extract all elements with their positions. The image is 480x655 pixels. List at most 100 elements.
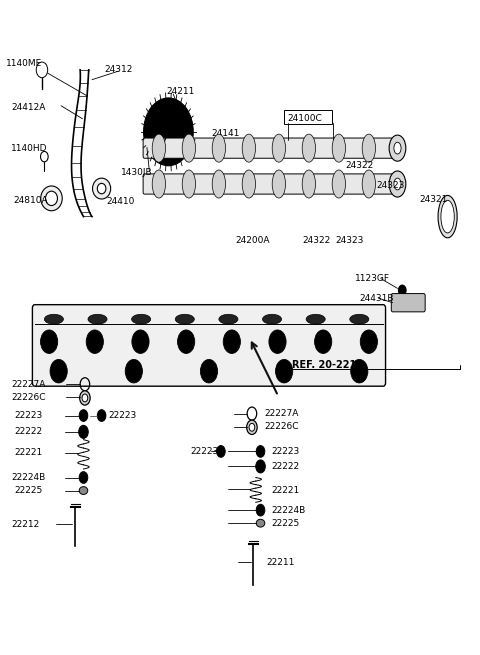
Ellipse shape [263,314,282,324]
Text: 24323: 24323 [336,236,364,245]
Ellipse shape [79,487,88,495]
Text: 22223: 22223 [190,447,218,456]
Circle shape [125,360,143,383]
Text: 24322: 24322 [345,161,373,170]
Text: 22224B: 22224B [271,506,305,515]
Circle shape [223,330,240,354]
Ellipse shape [272,170,286,198]
Ellipse shape [132,314,151,324]
Circle shape [178,330,195,354]
Ellipse shape [242,134,255,162]
Ellipse shape [80,391,90,405]
Circle shape [79,472,88,483]
Text: 22223: 22223 [15,411,43,420]
Ellipse shape [44,314,63,324]
Ellipse shape [306,314,325,324]
Ellipse shape [247,420,257,434]
Ellipse shape [302,170,315,198]
Text: 24410: 24410 [107,197,135,206]
Text: 22221: 22221 [15,448,43,457]
Circle shape [398,285,406,295]
Circle shape [269,330,286,354]
Circle shape [256,445,265,457]
Circle shape [200,360,217,383]
Circle shape [360,330,377,354]
Text: 24100C: 24100C [288,114,323,123]
Ellipse shape [362,134,375,162]
Text: 24211: 24211 [166,87,194,96]
Ellipse shape [302,134,315,162]
Text: 22211: 22211 [266,558,295,567]
Text: 22222: 22222 [15,427,43,436]
Ellipse shape [182,134,195,162]
FancyBboxPatch shape [143,174,394,194]
Ellipse shape [93,178,111,199]
Text: 24321: 24321 [419,195,447,204]
Ellipse shape [249,423,255,431]
Text: 24323: 24323 [376,181,404,190]
Text: 24431B: 24431B [360,293,394,303]
Ellipse shape [394,178,401,190]
Text: 22226C: 22226C [264,422,299,431]
Ellipse shape [97,183,106,194]
Text: 22223: 22223 [109,411,137,420]
Text: 1430JB: 1430JB [120,168,152,178]
FancyBboxPatch shape [143,138,394,159]
Ellipse shape [438,195,457,238]
Text: REF. 20-221: REF. 20-221 [292,360,357,369]
Ellipse shape [41,186,62,211]
Text: 22222: 22222 [271,462,299,471]
Text: 24810A: 24810A [13,196,48,205]
Ellipse shape [242,170,255,198]
FancyBboxPatch shape [391,293,425,312]
Text: 22226C: 22226C [11,393,46,402]
Circle shape [40,330,58,354]
Text: 22225: 22225 [271,519,299,528]
Text: 24312: 24312 [104,66,132,75]
Ellipse shape [88,314,107,324]
Circle shape [216,445,225,457]
Ellipse shape [389,171,406,197]
Text: 22225: 22225 [15,486,43,495]
Ellipse shape [152,170,166,198]
Ellipse shape [394,142,401,154]
Text: 1140ME: 1140ME [6,59,42,68]
Ellipse shape [256,519,265,527]
Circle shape [86,330,103,354]
Circle shape [256,460,265,473]
Circle shape [276,360,293,383]
Ellipse shape [152,134,166,162]
Ellipse shape [362,170,375,198]
Circle shape [97,409,106,421]
Text: 1140HD: 1140HD [11,143,48,153]
Circle shape [351,360,368,383]
Ellipse shape [182,170,195,198]
Text: 22221: 22221 [271,486,299,495]
Ellipse shape [441,200,454,233]
Text: 24322: 24322 [302,236,330,245]
Circle shape [50,360,67,383]
Circle shape [79,425,88,438]
Ellipse shape [389,135,406,161]
Ellipse shape [332,170,346,198]
Circle shape [132,330,149,354]
Circle shape [144,98,193,166]
Text: 22212: 22212 [11,520,39,529]
Ellipse shape [219,314,238,324]
Text: 22224B: 22224B [11,473,45,482]
Ellipse shape [82,394,88,402]
Ellipse shape [175,314,194,324]
Ellipse shape [332,134,346,162]
Text: 22223: 22223 [271,447,299,456]
Text: 22227A: 22227A [264,409,298,418]
Text: 24412A: 24412A [11,103,45,111]
Text: 22227A: 22227A [11,380,45,389]
Ellipse shape [350,314,369,324]
FancyBboxPatch shape [33,305,385,386]
Circle shape [256,504,265,516]
Ellipse shape [272,134,286,162]
Ellipse shape [46,191,58,206]
Circle shape [155,113,182,151]
Circle shape [314,330,332,354]
Ellipse shape [212,134,226,162]
